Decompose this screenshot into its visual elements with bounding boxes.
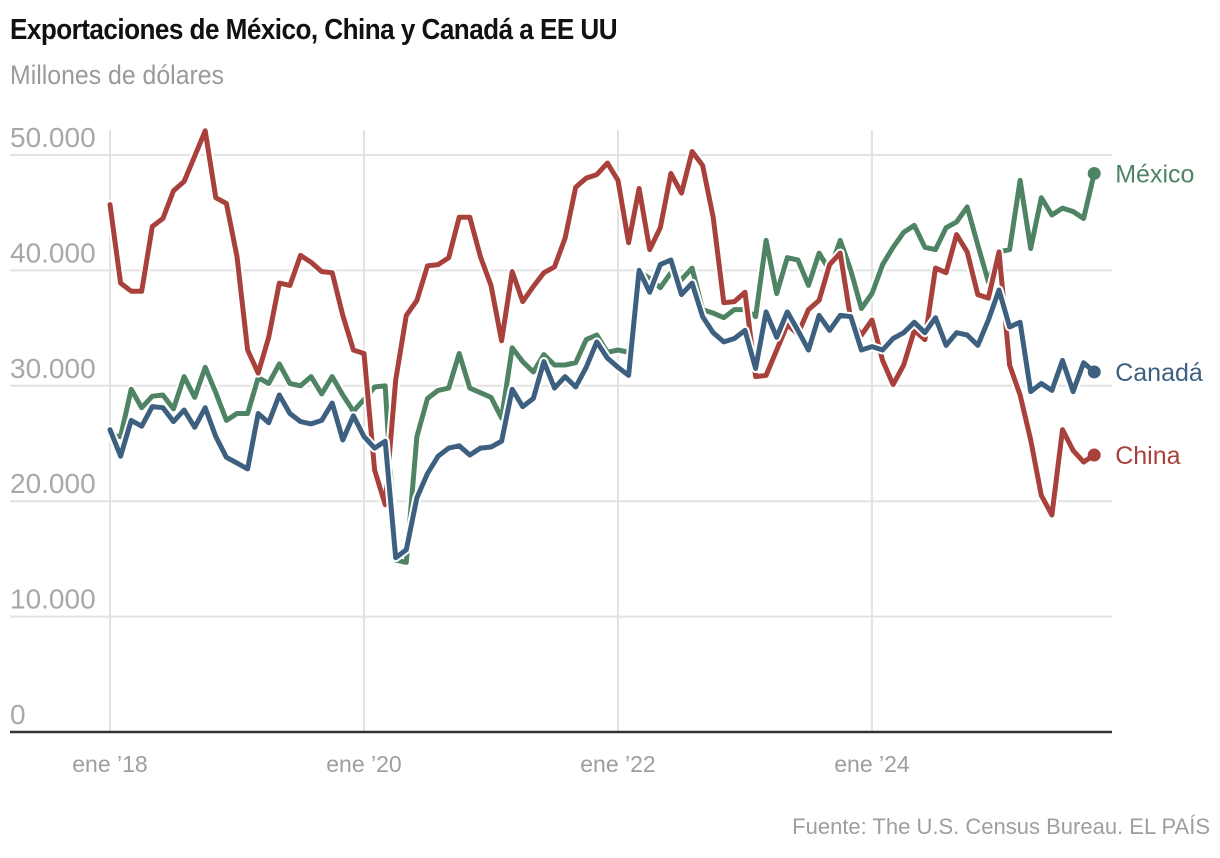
x-axis-ticks: ene ’18 ene ’20 ene ’22 ene ’24 bbox=[72, 751, 910, 777]
chart-title: Exportaciones de México, China y Canadá … bbox=[10, 14, 618, 46]
series-halo-canada bbox=[105, 255, 1099, 563]
series-halo-china bbox=[105, 126, 1099, 520]
x-tick-label: ene ’24 bbox=[834, 751, 910, 777]
x-tick-label: ene ’20 bbox=[326, 751, 401, 777]
end-point-canada bbox=[1087, 365, 1101, 379]
end-point-mexico bbox=[1087, 166, 1101, 180]
series-lines bbox=[105, 126, 1101, 567]
y-tick-label: 0 bbox=[10, 699, 26, 730]
y-tick-label: 20.000 bbox=[10, 468, 96, 499]
y-axis-ticks: 0 10.000 20.000 30.000 40.000 50.000 bbox=[10, 122, 96, 730]
series-line-china bbox=[107, 128, 1097, 518]
series-label-canada: Canadá bbox=[1115, 359, 1203, 387]
x-tick-label: ene ’18 bbox=[72, 751, 147, 777]
end-point-china bbox=[1087, 448, 1101, 462]
y-tick-label: 10.000 bbox=[10, 584, 96, 615]
series-label-china: China bbox=[1115, 442, 1180, 470]
series-line-canada bbox=[107, 257, 1097, 561]
source-note: Fuente: The U.S. Census Bureau. EL PAÍS bbox=[792, 814, 1210, 839]
y-tick-label: 40.000 bbox=[10, 237, 96, 268]
y-tick-label: 30.000 bbox=[10, 353, 96, 384]
y-tick-label: 50.000 bbox=[10, 122, 96, 153]
gridlines bbox=[10, 130, 1112, 732]
series-labels: México China Canadá bbox=[1115, 160, 1203, 470]
x-tick-label: ene ’22 bbox=[580, 751, 655, 777]
series-label-mexico: México bbox=[1115, 160, 1194, 188]
chart-subtitle: Millones de dólares bbox=[10, 60, 225, 90]
